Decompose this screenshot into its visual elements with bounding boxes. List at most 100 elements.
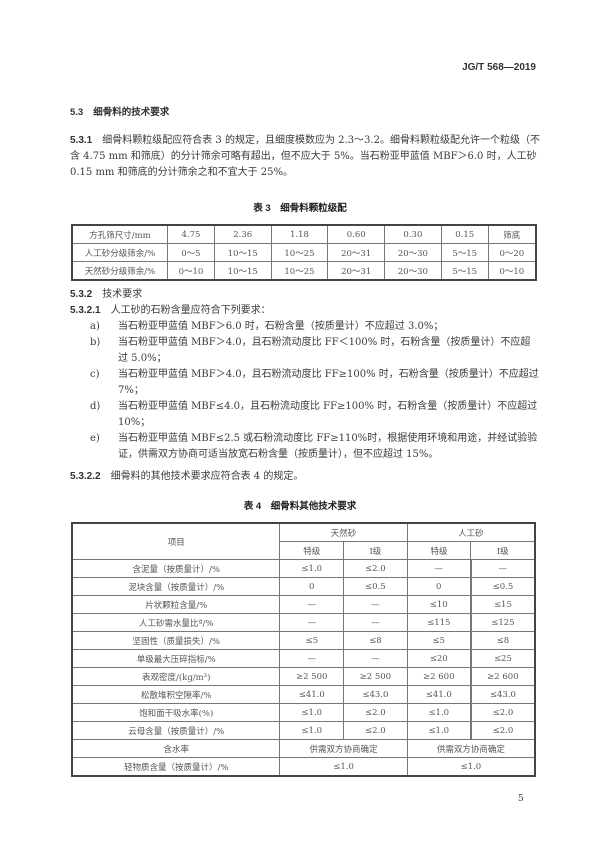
table-cell: ≤8 xyxy=(343,631,408,650)
table-cell: ≤0.5 xyxy=(343,577,408,596)
list-text: 当石粉亚甲蓝值 MBF≤4.0，且石粉流动度比 FF≥100% 时，石粉含量（按… xyxy=(118,401,538,428)
table-cell: ≤20 xyxy=(406,649,472,668)
header-grade: Ⅰ级 xyxy=(343,541,408,560)
table-cell: 10～15 xyxy=(213,243,272,262)
table-cell: 片状颗粒含量/% xyxy=(71,595,281,614)
table-cell: ≤1.0 xyxy=(406,721,472,740)
clause-text: 人工砂的石粉含量应符合下列要求： xyxy=(110,305,271,316)
table-cell: ≤25 xyxy=(470,649,536,668)
section-5-3: 5.3 细骨料的技术要求 xyxy=(70,105,540,121)
standard-code: JG/T 568—2019 xyxy=(462,62,536,73)
table-cell: ≤1.0 xyxy=(406,703,472,722)
table-cell: ≥2 600 xyxy=(470,667,536,686)
table-cell: 天然砂分级筛余/% xyxy=(71,261,168,281)
clause-title: 技术要求 xyxy=(102,289,143,300)
table-row: 饱和面干吸水率(%) ≤1.0 ≤2.0 ≤1.0 ≤2.0 xyxy=(71,703,536,722)
header-natural-sand: 天然砂 xyxy=(279,522,408,542)
table-row: 人工砂分级筛余/% 0～5 10～15 10～25 20～31 20～30 5～15 0～20 xyxy=(71,243,537,262)
list-item: b) 当石粉亚甲蓝值 MBF＞4.0，且石粉流动度比 FF＜100% 时，石粉含量… xyxy=(90,335,540,367)
table-cell: 单级最大压碎指标/% xyxy=(71,649,281,668)
table-row: 含泥量（按质量计）/% ≤1.0 ≤2.0— — xyxy=(71,559,536,578)
table-cell: ≤41.0 xyxy=(406,685,472,704)
table-cell: 10～25 xyxy=(270,261,329,281)
table-cell: 10～25 xyxy=(270,243,329,262)
table-row: 方孔筛尺寸/mm 4.75 2.36 1.18 0.60 0.30 0.15 筛底 xyxy=(71,224,537,244)
table-cell: ≤15 xyxy=(470,595,536,614)
table-cell: 松散堆积空隙率/% xyxy=(71,685,281,704)
table-cell: 供需双方协商确定 xyxy=(279,739,408,758)
table-cell: ≤43.0 xyxy=(470,685,536,704)
table-cell: 0.60 xyxy=(327,224,386,244)
table-cell: 轻物质含量（按质量计）/% xyxy=(71,757,281,777)
table-cell: 表观密度/(kg/m³) xyxy=(71,667,281,686)
table-cell: 10～15 xyxy=(213,261,272,281)
table-cell: ≤1.0 xyxy=(279,559,345,578)
table-row: 单级最大压碎指标/% — — ≤20 ≤25 xyxy=(71,649,536,668)
table-cell: 0.30 xyxy=(384,224,442,244)
header-item: 项目 xyxy=(71,522,281,560)
table-cell: 1.18 xyxy=(270,224,329,244)
table-cell: — xyxy=(343,595,408,614)
table-cell: 饱和面干吸水率(%) xyxy=(71,703,281,722)
table-row: 片状颗粒含量/% — — ≤10 ≤15 xyxy=(71,595,536,614)
table-row: 人工砂需水量比ª/% — — ≤115 ≤125 xyxy=(71,613,536,632)
list-item: d) 当石粉亚甲蓝值 MBF≤4.0，且石粉流动度比 FF≥100% 时，石粉含量… xyxy=(90,399,540,431)
list-marker: d) xyxy=(90,401,101,412)
clause-5-3-2: 5.3.2 技术要求 xyxy=(70,287,540,303)
table-cell: ≤2.0 xyxy=(470,703,536,722)
section-number: 5.3 xyxy=(70,107,84,118)
table-cell: ≤43.0 xyxy=(343,685,408,704)
clause-number: 5.3.1 xyxy=(70,135,93,146)
table-row: 表观密度/(kg/m³) ≥2 500 ≥2 500 ≥2 600 ≥2 600 xyxy=(71,667,536,686)
table-cell: 含泥量（按质量计）/% xyxy=(71,559,281,578)
table-row: 松散堆积空隙率/% ≤41.0 ≤43.0 ≤41.0 ≤43.0 xyxy=(71,685,536,704)
table-cell: — xyxy=(343,649,408,668)
list-marker: a) xyxy=(90,321,100,332)
table-cell: ≤2.0 xyxy=(470,721,536,740)
clause-text: 细骨料的其他技术要求应符合表 4 的规定。 xyxy=(110,471,304,482)
clause-5-3-2-2: 5.3.2.2 细骨料的其他技术要求应符合表 4 的规定。 xyxy=(70,469,540,485)
table-cell: 0 xyxy=(279,577,345,596)
clause-number: 5.3.2 xyxy=(70,289,93,300)
table-cell: — xyxy=(279,613,345,632)
table-cell: ≥2 600 xyxy=(406,667,472,686)
table-cell: ≤10 xyxy=(406,595,472,614)
table-cell: — xyxy=(279,649,345,668)
table-cell: 含水率 xyxy=(71,739,281,758)
table-cell: ≤8 xyxy=(470,631,536,650)
table-cell: ≥2 500 xyxy=(343,667,408,686)
table-cell: ≤1.0 xyxy=(279,757,408,777)
header-artificial-sand: 人工砂 xyxy=(406,522,536,542)
table-cell: 20～31 xyxy=(327,243,386,262)
table-cell: ≤2.0 xyxy=(343,703,408,722)
table-cell: ≤125 xyxy=(470,613,536,632)
list-marker: e) xyxy=(90,433,100,444)
table-cell: ≤1.0 xyxy=(279,703,345,722)
table-cell: — xyxy=(406,559,472,578)
table-cell: ≤1.0 xyxy=(279,721,345,740)
header-grade: 特级 xyxy=(406,541,472,560)
table-4: 项目 天然砂 人工砂 特级 Ⅰ级 特级 Ⅰ级 含泥量（按质量计）/% ≤1.0 ≤2… xyxy=(71,522,536,777)
table-cell: 4.75 xyxy=(167,224,215,244)
table-cell: 2.36 xyxy=(213,224,272,244)
table-cell: ≤2.0 xyxy=(343,721,408,740)
table-cell: 泥块含量（按质量计）/% xyxy=(71,577,281,596)
table-cell: 0～5 xyxy=(167,243,215,262)
table-cell: ≤2.0 xyxy=(343,559,408,578)
list-text: 当石粉亚甲蓝值 MBF≤2.5 或石粉流动度比 FF≥110%时，根据使用环境和… xyxy=(118,433,538,460)
header-grade: Ⅰ级 xyxy=(470,541,536,560)
table-cell: 方孔筛尺寸/mm xyxy=(71,224,168,244)
table-row: 天然砂分级筛余/% 0～10 10～15 10～25 20～31 20～30 5～15 0～1… xyxy=(71,261,537,281)
table-row: 坚固性（质量损失）/% ≤5 ≤8 ≤5 ≤8 xyxy=(71,631,536,650)
clause-number: 5.3.2.1 xyxy=(70,305,101,316)
list-item: c) 当石粉亚甲蓝值 MBF＞4.0，且石粉流动度比 FF≥100% 时，石粉含量… xyxy=(90,367,540,399)
table-cell: 坚固性（质量损失）/% xyxy=(71,631,281,650)
table-cell: 筛底 xyxy=(487,224,537,244)
table-cell: 20～30 xyxy=(384,261,442,281)
table-cell: ≤41.0 xyxy=(279,685,345,704)
table-cell: ≤5 xyxy=(279,631,345,650)
table-cell: 5～15 xyxy=(440,261,489,281)
table-cell: ≤115 xyxy=(406,613,472,632)
table-cell: 0 xyxy=(406,577,472,596)
table-row: 云母含量（按质量计）/% ≤1.0 ≤2.0 ≤1.0 ≤2.0 xyxy=(71,721,536,740)
